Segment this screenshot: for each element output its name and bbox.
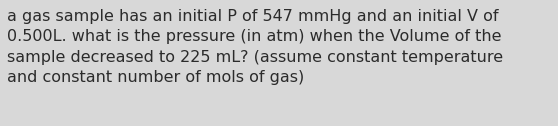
Text: a gas sample has an initial P of 547 mmHg and an initial V of
0.500L. what is th: a gas sample has an initial P of 547 mmH… bbox=[7, 9, 503, 85]
